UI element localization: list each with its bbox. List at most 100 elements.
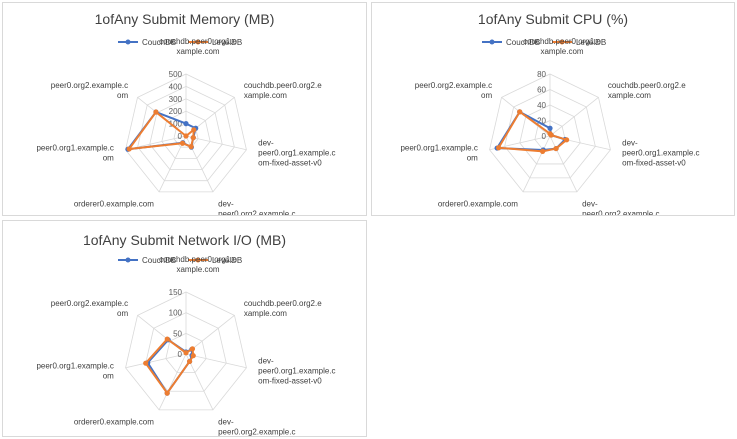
tick-label: 0 [542, 132, 547, 141]
category-label-line: peer0.org1.example.c [622, 148, 699, 157]
data-point-leveldb [143, 360, 149, 366]
category-label-line: om [117, 91, 128, 100]
category-label: dev-peer0.org2.example.com-fixed-asset-v… [218, 418, 295, 436]
chart-title: 1ofAny Submit Memory (MB) [95, 11, 275, 27]
category-label-line: om [117, 309, 128, 318]
category-label: couchdb.peer0.org2.e xample.com [608, 81, 686, 100]
category-label-line: peer0.org1.example.c [258, 148, 335, 157]
data-point-leveldb [153, 109, 159, 115]
tick-label: 60 [537, 86, 546, 95]
category-label: dev-peer0.org2.example.com-fixed-asset-v… [218, 200, 295, 215]
category-label-line: peer0.org1.example.c [36, 361, 113, 370]
axis-spoke [125, 353, 187, 369]
category-label: dev-peer0.org2.example.com-fixed-asset-v… [582, 200, 659, 215]
legend-label: LevelDB [576, 38, 606, 47]
category-label: couchdb.peer0.org1.e xample.com [159, 255, 237, 274]
tick-label: 200 [169, 107, 183, 116]
data-point-leveldb [189, 346, 196, 352]
category-label: peer0.org2.example.c om [51, 299, 129, 318]
category-label-line: couchdb.peer0.org2.e [244, 81, 322, 90]
grid-ring [145, 312, 227, 392]
legend-label: CouchDB [142, 256, 176, 265]
category-label: couchdb.peer0.org1.e xample.com [523, 37, 601, 56]
legend-label: LevelDB [212, 256, 242, 265]
data-point-couchdb [547, 125, 553, 131]
tick-label: 400 [169, 82, 183, 91]
category-label: orderer0.example.com [438, 200, 518, 209]
data-point-leveldb [186, 358, 193, 365]
data-point-leveldb [191, 127, 197, 133]
category-label-line: peer0.org1.example.c [400, 143, 477, 152]
chart-title: 1ofAny Submit CPU (%) [478, 11, 628, 27]
category-label: dev-peer0.org1.example.c om-fixed-asset-v… [258, 138, 335, 167]
series-line-couchdb [496, 110, 567, 151]
category-label-line: peer0.org2.example.c [51, 81, 128, 90]
legend-label: LevelDB [212, 38, 242, 47]
category-label-line: dev- [218, 418, 234, 427]
legend-label: CouchDB [506, 38, 540, 47]
legend-entry-couchdb: CouchDB [118, 38, 176, 47]
cpu-radar-chart: 1ofAny Submit CPU (%) CouchDB LevelDB 0 20 40… [400, 11, 699, 215]
category-label-line: peer0.org2.example.c [582, 210, 659, 215]
legend-entry-leveldb: LevelDB [188, 38, 242, 47]
data-point-leveldb [188, 144, 194, 150]
axis-spoke [549, 97, 599, 137]
tick-label: 80 [537, 70, 546, 79]
category-label: peer0.org2.example.c om [415, 81, 493, 100]
category-label-line: dev- [218, 200, 234, 209]
category-label-line: peer0.org1.example.c [36, 143, 113, 152]
legend-marker [489, 39, 495, 45]
category-label-line: om [481, 91, 492, 100]
legend-marker [125, 257, 131, 263]
category-label-line: couchdb.peer0.org1.e [523, 37, 601, 46]
category-label-line: om-fixed-asset-v0 [258, 376, 322, 385]
data-point-leveldb [183, 133, 189, 139]
data-point-leveldb [540, 148, 546, 154]
category-label-line: om [103, 153, 114, 162]
tick-label: 150 [169, 288, 183, 297]
tick-label: 100 [169, 120, 183, 129]
axis-spoke [185, 135, 247, 151]
category-label-line: om-fixed-asset-v0 [622, 158, 686, 167]
tick-label: 20 [537, 117, 546, 126]
category-label: orderer0.example.com [74, 200, 154, 209]
axis-spoke [158, 353, 187, 411]
category-label-line: dev- [582, 200, 598, 209]
category-label: dev-peer0.org1.example.c om-fixed-asset-v… [622, 138, 699, 167]
grid-ring [125, 73, 247, 193]
legend-label: CouchDB [142, 38, 176, 47]
category-label-line: xample.com [244, 91, 287, 100]
category-label: orderer0.example.com [74, 418, 154, 427]
category-label-line: peer0.org2.example.c [218, 428, 295, 436]
axis-spoke [549, 135, 578, 193]
category-label: couchdb.peer0.org2.e xample.com [244, 299, 322, 318]
tick-label: 50 [173, 329, 182, 338]
category-label: couchdb.peer0.org1.e xample.com [159, 37, 237, 56]
category-label-line: peer0.org2.example.c [415, 81, 492, 90]
tick-label: 0 [178, 350, 183, 359]
category-label-line: orderer0.example.com [74, 418, 154, 427]
category-label-line: peer0.org1.example.c [258, 366, 335, 375]
memory-chart-panel: 1ofAny Submit Memory (MB) CouchDB LevelDB 0… [2, 2, 367, 216]
data-point-leveldb [553, 145, 559, 152]
tick-label: 500 [169, 70, 183, 79]
data-point-leveldb [517, 109, 523, 115]
tick-label: 300 [169, 95, 183, 104]
legend-marker [195, 257, 201, 263]
category-label-line: xample.com [608, 91, 651, 100]
legend-entry-couchdb: CouchDB [482, 38, 540, 47]
category-label-line: couchdb.peer0.org1.e [159, 37, 237, 46]
series-line-leveldb [497, 110, 568, 153]
grid-ring [161, 110, 211, 159]
data-point-leveldb [179, 140, 186, 146]
legend-marker [125, 39, 131, 45]
category-label-line: dev- [622, 138, 638, 147]
data-point-leveldb [190, 135, 196, 141]
grid-ring [125, 291, 247, 411]
category-label: couchdb.peer0.org2.e xample.com [244, 81, 322, 100]
category-label-line: peer0.org2.example.c [218, 210, 295, 215]
tick-label: 0 [178, 132, 183, 141]
legend-marker [559, 39, 565, 45]
tick-label: 100 [169, 309, 183, 318]
